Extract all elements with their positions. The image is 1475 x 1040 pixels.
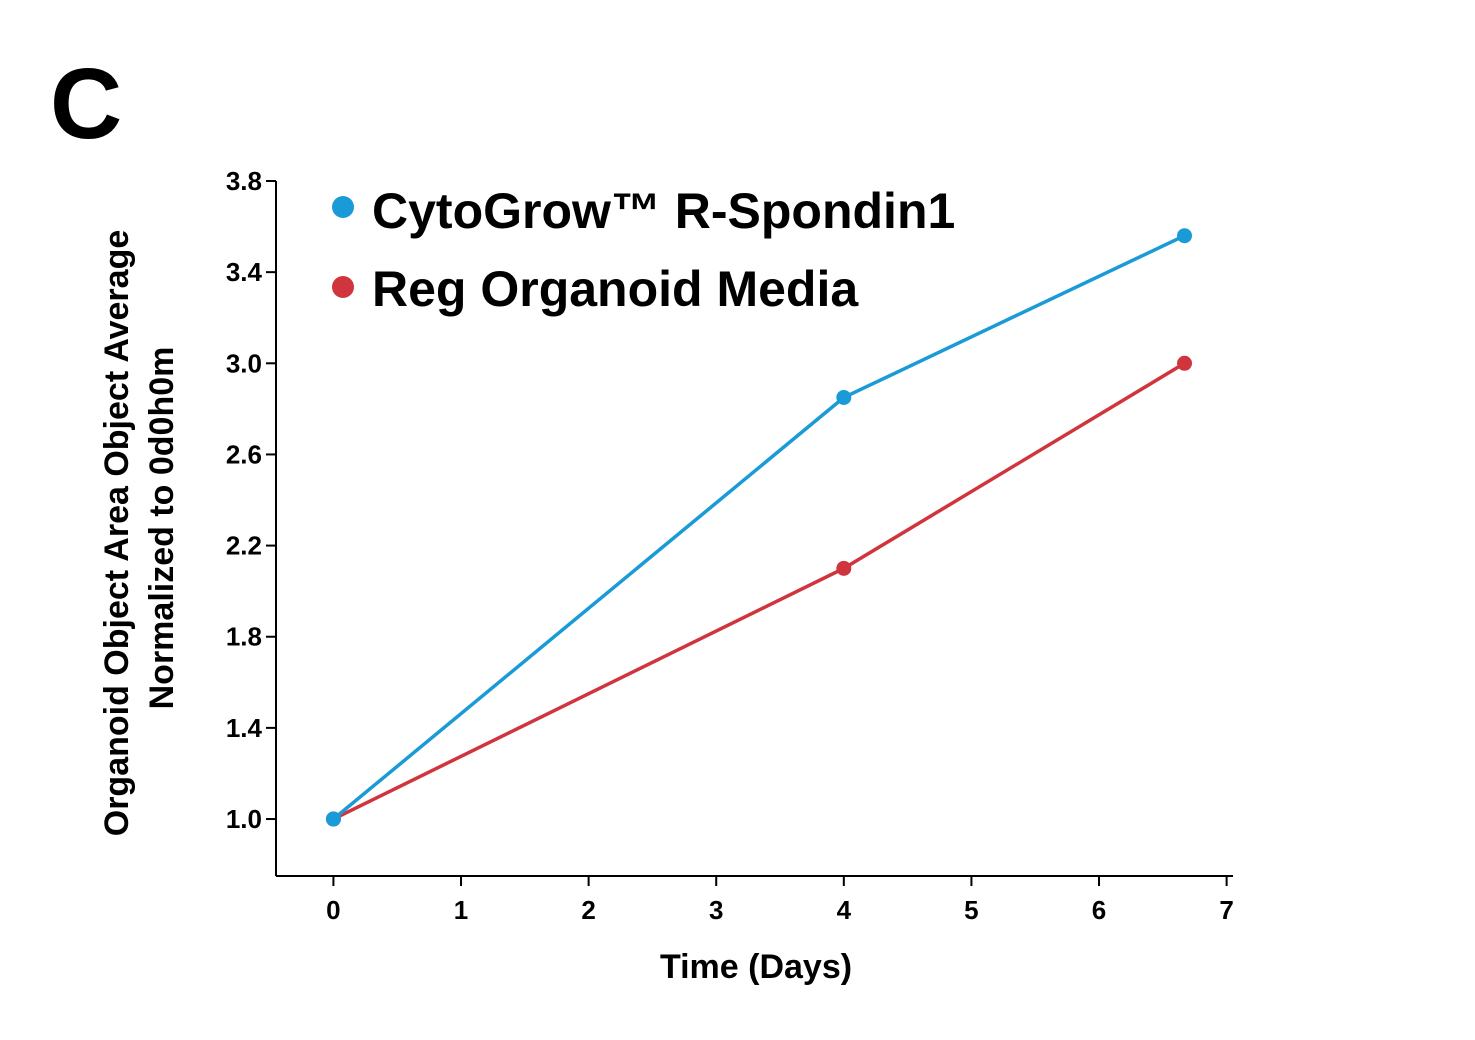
data-point bbox=[1177, 228, 1193, 244]
x-tick-label: 5 bbox=[964, 895, 978, 925]
series-line bbox=[332, 361, 1186, 821]
legend-marker bbox=[332, 196, 354, 218]
x-axis-title: Time (Days) bbox=[660, 948, 852, 986]
x-tick-label: 7 bbox=[1219, 895, 1233, 925]
y-tick-label: 1.0 bbox=[226, 804, 262, 834]
legend-item: CytoGrow™ R-Spondin1 bbox=[332, 183, 955, 239]
legend-label: CytoGrow™ R-Spondin1 bbox=[372, 183, 955, 239]
x-tick-label: 4 bbox=[837, 895, 852, 925]
y-tick-label: 2.2 bbox=[226, 531, 262, 561]
data-point bbox=[836, 560, 852, 576]
series-0 bbox=[325, 228, 1193, 827]
series-layer bbox=[325, 228, 1193, 827]
y-tick-label: 1.4 bbox=[226, 713, 263, 743]
y-axis-title-line2: Normalized to 0d0h0m bbox=[143, 347, 181, 710]
x-tick-label: 2 bbox=[581, 895, 595, 925]
axes: 1.0 1.4 1.8 2.2 2.6 3.0 3.4 3.8 0 1 2 3 4 5 6 7 bbox=[226, 166, 1234, 925]
data-point bbox=[1177, 355, 1193, 371]
series-line bbox=[332, 234, 1186, 821]
legend-marker bbox=[332, 276, 354, 298]
y-tick-label: 3.4 bbox=[226, 257, 263, 287]
x-tick-label: 1 bbox=[454, 895, 468, 925]
y-axis-title-line1: Organoid Object Area Object Average bbox=[98, 230, 136, 837]
x-tick-label: 0 bbox=[326, 895, 340, 925]
y-tick-label: 2.6 bbox=[226, 439, 262, 469]
legend: CytoGrow™ R-Spondin1 Reg Organoid Media bbox=[332, 183, 955, 317]
y-tick-label: 3.8 bbox=[226, 166, 262, 196]
panel-label: C bbox=[50, 48, 122, 160]
y-tick-label: 1.8 bbox=[226, 622, 262, 652]
legend-label: Reg Organoid Media bbox=[372, 261, 859, 317]
data-point bbox=[836, 389, 852, 405]
x-tick-label: 6 bbox=[1092, 895, 1106, 925]
series-1 bbox=[325, 355, 1193, 827]
legend-item: Reg Organoid Media bbox=[332, 261, 859, 317]
data-point bbox=[325, 811, 341, 827]
x-tick-label: 3 bbox=[709, 895, 723, 925]
y-tick-label: 3.0 bbox=[226, 348, 262, 378]
